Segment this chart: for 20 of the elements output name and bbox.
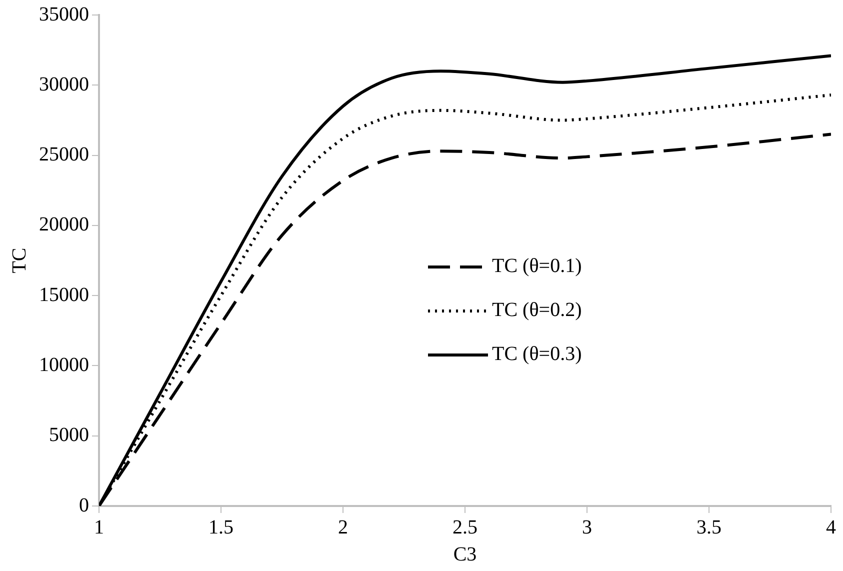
x-tick-label: 2 (338, 516, 348, 538)
y-tick-label: 35000 (39, 3, 89, 26)
legend-label: TC (θ=0.2) (492, 299, 582, 322)
y-axis-title: TC (8, 248, 30, 274)
x-tick-label: 3.5 (696, 516, 722, 538)
y-tick-label: 10000 (39, 354, 89, 376)
x-tick-label: 4 (826, 516, 836, 538)
legend-label: TC (θ=0.1) (492, 255, 582, 278)
x-tick-label: 3 (582, 516, 592, 538)
x-axis-title: C3 (453, 543, 477, 566)
legend-label: TC (θ=0.3) (492, 343, 582, 366)
y-tick-label: 30000 (39, 73, 89, 96)
y-tick-label: 5000 (49, 424, 89, 446)
x-tick-label: 2.5 (452, 516, 478, 538)
y-tick-label: 20000 (39, 214, 89, 236)
y-tick-label: 15000 (39, 284, 89, 306)
y-tick-label: 0 (79, 494, 89, 516)
y-tick-label: 25000 (39, 144, 89, 166)
x-tick-label: 1.5 (208, 516, 234, 538)
x-tick-label: 1 (94, 516, 104, 538)
